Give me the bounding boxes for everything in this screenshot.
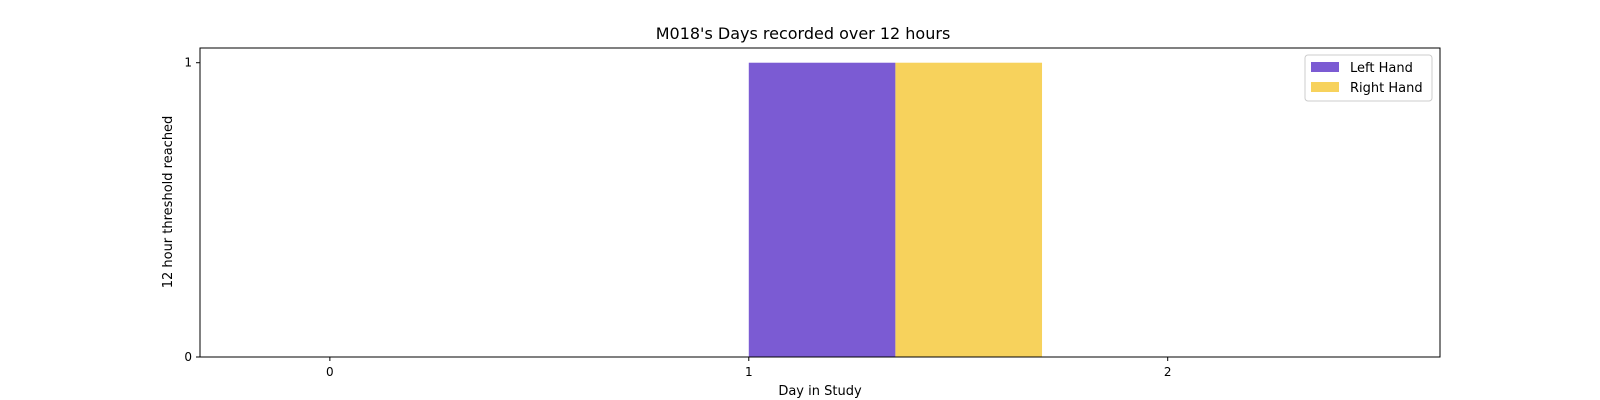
x-tick-label: 0 [326, 365, 334, 379]
legend-swatch-right-hand [1311, 82, 1339, 92]
y-tick-label: 0 [184, 350, 192, 364]
legend-label-right-hand: Right Hand [1350, 81, 1423, 96]
y-tick-label: 1 [184, 56, 192, 70]
x-tick-label: 1 [745, 365, 753, 379]
y-axis-ticks: 01 [184, 56, 200, 364]
bar-right-hand-day-1 [895, 62, 1043, 357]
x-axis-label: Day in Study [778, 384, 862, 399]
y-axis-label: 12 hour threshold reached [161, 116, 176, 289]
legend-swatch-left-hand [1311, 62, 1339, 72]
x-tick-label: 2 [1164, 365, 1172, 379]
legend-label-left-hand: Left Hand [1350, 61, 1413, 76]
chart-title: M018's Days recorded over 12 hours [656, 24, 951, 43]
bar-left-hand-day-1 [748, 62, 896, 357]
legend: Left Hand Right Hand [1304, 54, 1433, 102]
x-axis-ticks: 0 1 2 [326, 357, 1172, 379]
bars-group [748, 62, 1043, 357]
plot-frame [199, 47, 1441, 358]
